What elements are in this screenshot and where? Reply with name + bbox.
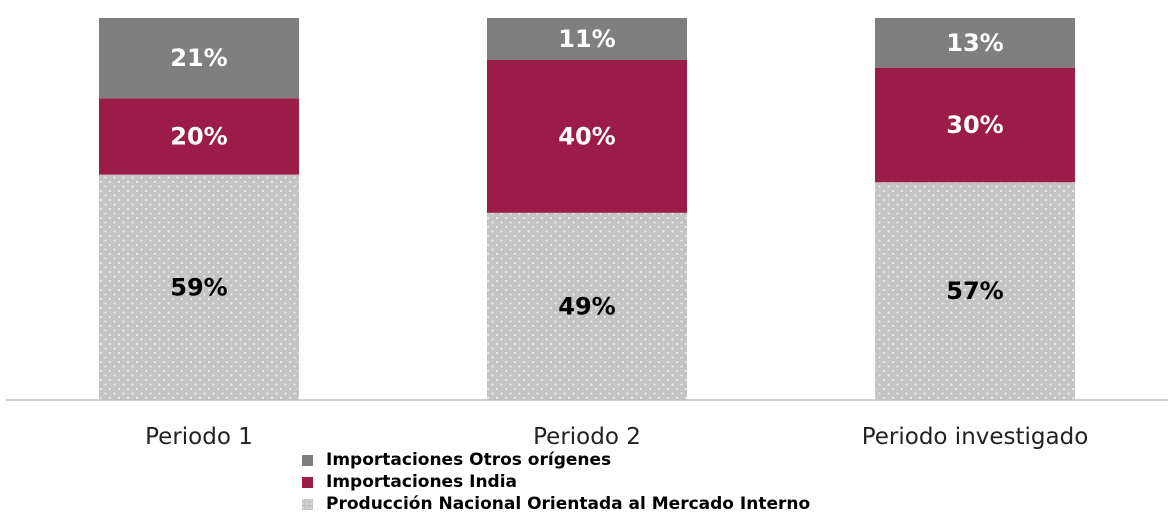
legend-swatch-produccion-nacional-orientada-al-mercado-interno [302,498,313,510]
data-label-produccion-nacional-orientada-al-mercado-interno-periodo-investigado: 57% [946,277,1003,305]
legend-label-importaciones-otros-origenes: Importaciones Otros orígenes [326,450,612,470]
bar-segment-importaciones-otros-origenes-periodo-investigado [875,18,1075,68]
x-tick-label-periodo-1: Periodo 1 [145,424,253,450]
data-label-produccion-nacional-orientada-al-mercado-interno-periodo-2: 49% [558,292,615,320]
legend-item-importaciones-india: Importaciones India [302,471,810,493]
bar-segment-importaciones-india-periodo-1 [99,98,299,175]
bar-segment-produccion-nacional-orientada-al-mercado-interno-periodo-2 [487,212,687,400]
legend: Importaciones Otros orígenes Importacione… [302,449,810,515]
bar-segment-produccion-nacional-orientada-al-mercado-interno-periodo-investigado [875,182,1075,400]
data-label-importaciones-otros-origenes-periodo-investigado: 13% [946,29,1003,57]
data-label-importaciones-otros-origenes-periodo-2: 11% [558,25,615,53]
legend-item-importaciones-otros-origenes: Importaciones Otros orígenes [302,449,810,471]
bar-segment-importaciones-india-periodo-investigado [875,67,1075,183]
x-tick-label-periodo-2: Periodo 2 [533,424,641,450]
data-label-importaciones-otros-origenes-periodo-1: 21% [170,44,227,72]
data-label-importaciones-india-periodo-1: 20% [170,122,227,150]
bar-segment-importaciones-india-periodo-2 [487,60,687,213]
data-label-importaciones-india-periodo-2: 40% [558,122,615,150]
bar-segment-importaciones-otros-origenes-periodo-2 [487,18,687,61]
x-tick-label-periodo-investigado: Periodo investigado [862,424,1089,450]
legend-label-importaciones-india: Importaciones India [326,472,518,492]
bar-segment-produccion-nacional-orientada-al-mercado-interno-periodo-1 [99,174,299,400]
data-label-produccion-nacional-orientada-al-mercado-interno-periodo-1: 59% [170,273,227,301]
data-label-importaciones-india-periodo-investigado: 30% [946,111,1003,139]
legend-item-produccion-nacional-orientada-al-mercado-interno: Producción Nacional Orientada al Mercado… [302,493,810,515]
legend-swatch-importaciones-otros-origenes [302,454,313,466]
legend-label-produccion-nacional-orientada-al-mercado-interno: Producción Nacional Orientada al Mercado… [326,494,811,514]
legend-swatch-importaciones-india [302,476,313,488]
bar-segment-importaciones-otros-origenes-periodo-1 [99,18,299,99]
